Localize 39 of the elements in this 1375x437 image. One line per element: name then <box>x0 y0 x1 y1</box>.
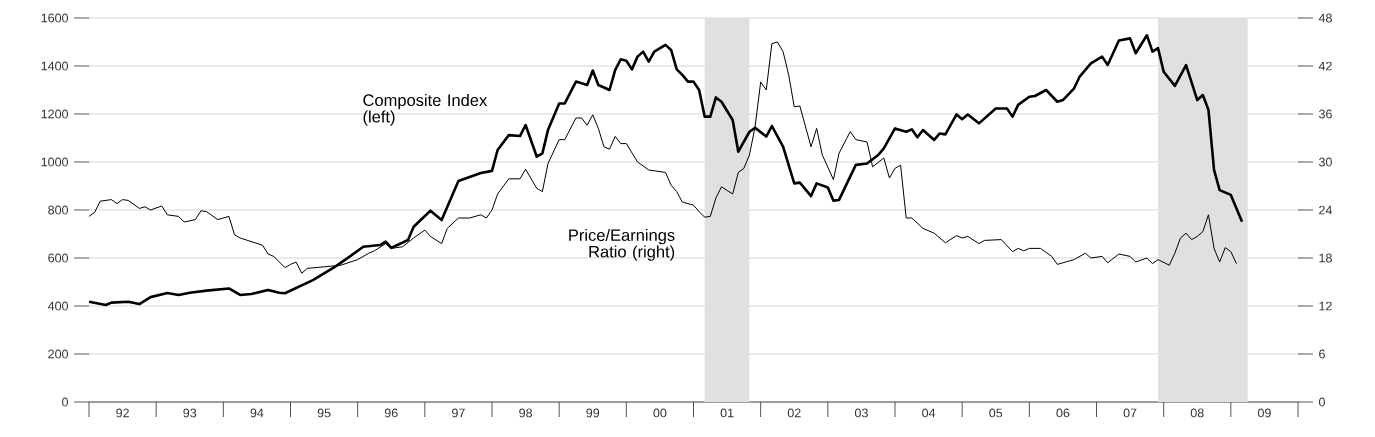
line-series <box>89 33 1244 307</box>
x-tick-label: 09 <box>1257 408 1271 418</box>
y-tick-label: 200 <box>48 349 69 359</box>
y-tick-label: 600 <box>48 253 69 263</box>
x-tick-label: 93 <box>183 408 197 418</box>
x-tick-label: 06 <box>1056 408 1070 418</box>
y-tick-label: 1000 <box>41 157 69 167</box>
x-tick-label: 99 <box>586 408 600 418</box>
x-tick-label: 00 <box>653 408 667 418</box>
x-tick-label: 97 <box>452 408 465 418</box>
x-tick-label: 07 <box>1123 408 1137 418</box>
y2-tick-label: 42 <box>1318 61 1332 71</box>
y2-tick-label: 12 <box>1319 301 1332 311</box>
y2-tick-label: 30 <box>1318 157 1332 167</box>
y-tick-label: 800 <box>48 205 69 215</box>
y2-tick-label: 0 <box>1318 397 1325 407</box>
series-label: Price/Earnings Ratio (right) <box>569 228 675 261</box>
y2-tick-label: 48 <box>1318 13 1332 23</box>
y2-tick-label: 18 <box>1319 253 1332 263</box>
x-tick-label: 92 <box>116 408 129 418</box>
x-tick-label: 04 <box>922 408 936 418</box>
x-tick-label: 02 <box>787 408 801 418</box>
x-tick-label: 03 <box>854 408 868 418</box>
y-tick-label: 1600 <box>41 13 69 23</box>
x-tick-label: 96 <box>384 408 398 418</box>
y-tick-label: 0 <box>62 397 69 407</box>
y2-tick-label: 24 <box>1319 205 1333 215</box>
x-tick-label: 08 <box>1190 408 1204 418</box>
y-tick-label: 1200 <box>41 109 69 119</box>
y-tick-label: 1400 <box>41 61 69 71</box>
x-tick-label: 95 <box>317 408 331 418</box>
y2-tick-label: 36 <box>1318 109 1332 119</box>
y2-tick-label: 6 <box>1319 349 1325 359</box>
series-label: Composite Index (left) <box>363 93 488 126</box>
x-tick-label: 94 <box>250 408 264 418</box>
x-tick-label: 98 <box>519 408 532 418</box>
y-tick-label: 400 <box>47 301 69 311</box>
x-tick-label: 01 <box>720 408 734 418</box>
x-tick-label: 05 <box>989 408 1003 418</box>
